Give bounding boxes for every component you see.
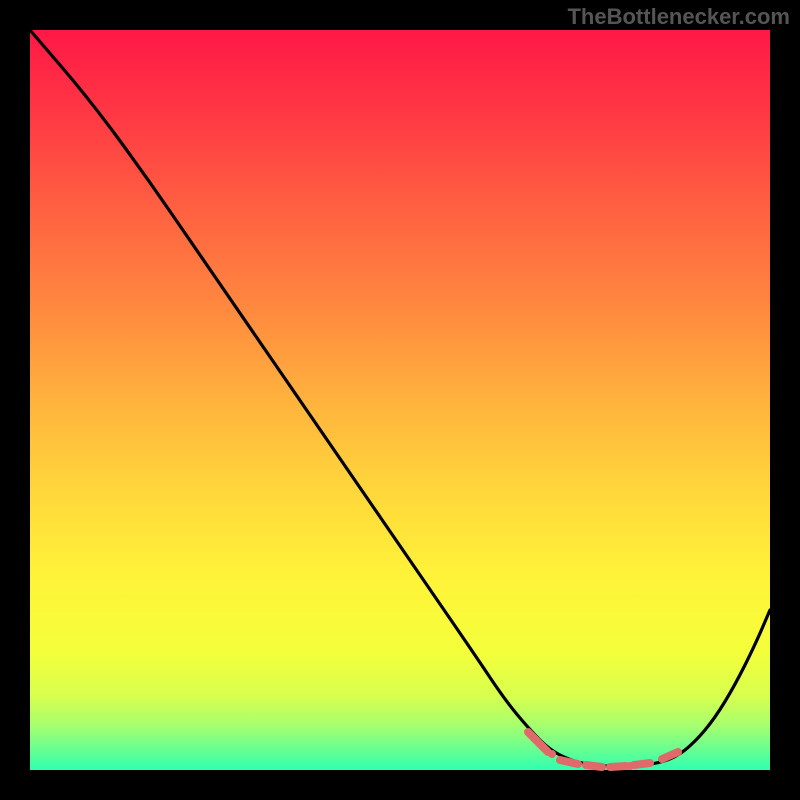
- curve-layer: [30, 30, 770, 770]
- watermark-text: TheBottlenecker.com: [567, 4, 790, 30]
- bottleneck-curve: [30, 30, 770, 767]
- plot-area: [30, 30, 770, 770]
- figure-root: TheBottlenecker.com: [0, 0, 800, 800]
